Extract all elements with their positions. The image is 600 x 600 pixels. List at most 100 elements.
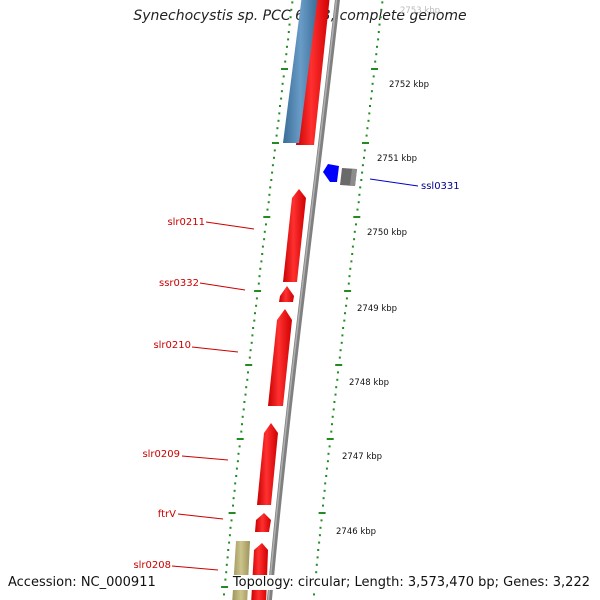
topology-text: Topology: circular; Length: 3,573,470 bp…: [228, 575, 590, 590]
minor-tick: [254, 312, 256, 315]
minor-tick: [265, 223, 267, 226]
minor-tick: [351, 253, 354, 255]
minor-tick: [242, 408, 245, 411]
minor-tick: [350, 260, 353, 263]
other-gene-block-edge: [350, 169, 357, 186]
minor-tick: [270, 179, 273, 181]
minor-tick: [339, 349, 342, 352]
minor-tick: [225, 571, 228, 574]
minor-tick: [240, 430, 243, 433]
minor-tick: [236, 460, 239, 463]
minor-tick: [361, 164, 364, 167]
inner-tick-ring: [221, 1, 294, 596]
gene-arrow[interactable]: [255, 513, 271, 532]
minor-tick: [368, 112, 371, 115]
minor-tick: [363, 156, 365, 159]
gene-arrow[interactable]: [251, 543, 268, 600]
minor-tick: [357, 201, 360, 204]
minor-tick: [328, 445, 331, 448]
minor-tick: [372, 75, 375, 78]
minor-tick: [278, 112, 281, 115]
major-tick: [326, 438, 334, 440]
major-tick: [344, 290, 352, 292]
minor-tick: [317, 549, 320, 551]
minor-tick: [269, 186, 272, 189]
minor-tick: [370, 90, 373, 93]
genome-backbone-highlight: [267, 0, 338, 600]
minor-tick: [230, 519, 233, 522]
minor-tick: [353, 238, 356, 241]
rna-gene-block[interactable]: [283, 0, 318, 143]
label-leader: [191, 346, 239, 353]
gene-label-ssl0331[interactable]: ssl0331: [421, 181, 460, 192]
gene-arrow[interactable]: [296, 0, 330, 145]
minor-tick: [336, 378, 339, 381]
minor-tick: [275, 134, 278, 137]
minor-tick: [381, 1, 384, 4]
minor-tick: [258, 275, 261, 278]
minor-tick: [351, 245, 354, 248]
minor-tick: [225, 563, 228, 566]
genome-backbone: [266, 0, 340, 600]
minor-tick: [244, 393, 247, 396]
minor-tick: [252, 327, 255, 329]
minor-tick: [226, 556, 229, 559]
minor-tick: [344, 312, 346, 315]
minor-tick: [360, 179, 363, 181]
gene-arrow[interactable]: [283, 189, 306, 282]
pseudo-gene-block[interactable]: [232, 541, 250, 600]
minor-tick: [326, 460, 329, 463]
major-tick: [263, 216, 271, 218]
minor-tick: [241, 423, 243, 426]
minor-tick: [273, 156, 275, 159]
minor-tick: [371, 82, 374, 85]
gene-arrow[interactable]: [257, 423, 278, 505]
minor-tick: [285, 53, 288, 56]
minor-tick: [365, 134, 368, 137]
minor-tick: [271, 164, 274, 167]
gene-label-slr0209[interactable]: slr0209: [142, 449, 180, 460]
minor-tick: [288, 23, 291, 26]
minor-tick: [235, 475, 238, 477]
minor-tick: [330, 430, 333, 433]
minor-tick: [279, 105, 281, 107]
minor-tick: [348, 275, 351, 278]
label-leader: [171, 565, 219, 571]
minor-tick: [325, 467, 328, 470]
minor-tick: [248, 356, 251, 359]
gene-arrow[interactable]: [268, 309, 292, 406]
minor-tick: [349, 267, 352, 270]
gene-arrow[interactable]: [279, 286, 294, 302]
minor-tick: [361, 171, 364, 174]
minor-tick: [228, 534, 231, 537]
gene-label-slr0210[interactable]: slr0210: [153, 340, 191, 351]
minor-tick: [334, 393, 337, 396]
minor-tick: [243, 401, 246, 403]
minor-tick: [340, 341, 343, 344]
minor-tick: [379, 16, 382, 19]
minor-tick: [377, 38, 380, 41]
label-leader: [177, 513, 224, 520]
gene-label-slr0208[interactable]: slr0208: [133, 560, 171, 571]
scale-label-2752: 2752 kbp: [389, 80, 429, 90]
minor-tick: [320, 519, 323, 522]
major-tick: [318, 512, 326, 514]
minor-tick: [324, 482, 327, 485]
major-tick: [371, 68, 378, 70]
minor-tick: [322, 504, 324, 507]
scale-labels: 2746 kbp 2747 kbp 2748 kbp 2749 kbp 2750…: [336, 6, 440, 537]
major-tick: [272, 142, 279, 144]
minor-tick: [257, 282, 260, 285]
minor-tick: [378, 23, 381, 26]
minor-tick: [335, 386, 338, 389]
minor-tick: [343, 319, 346, 322]
gene-label-ftrv[interactable]: ftrV: [158, 509, 176, 520]
minor-tick: [227, 549, 230, 551]
gene-label-ssr0332[interactable]: ssr0332: [159, 278, 199, 289]
minor-tick: [287, 31, 290, 33]
minor-tick: [338, 356, 341, 359]
major-tick: [362, 142, 369, 144]
reverse-gene-arrow[interactable]: [323, 164, 339, 182]
minor-tick: [238, 445, 241, 448]
gene-label-slr0211[interactable]: slr0211: [167, 217, 205, 228]
